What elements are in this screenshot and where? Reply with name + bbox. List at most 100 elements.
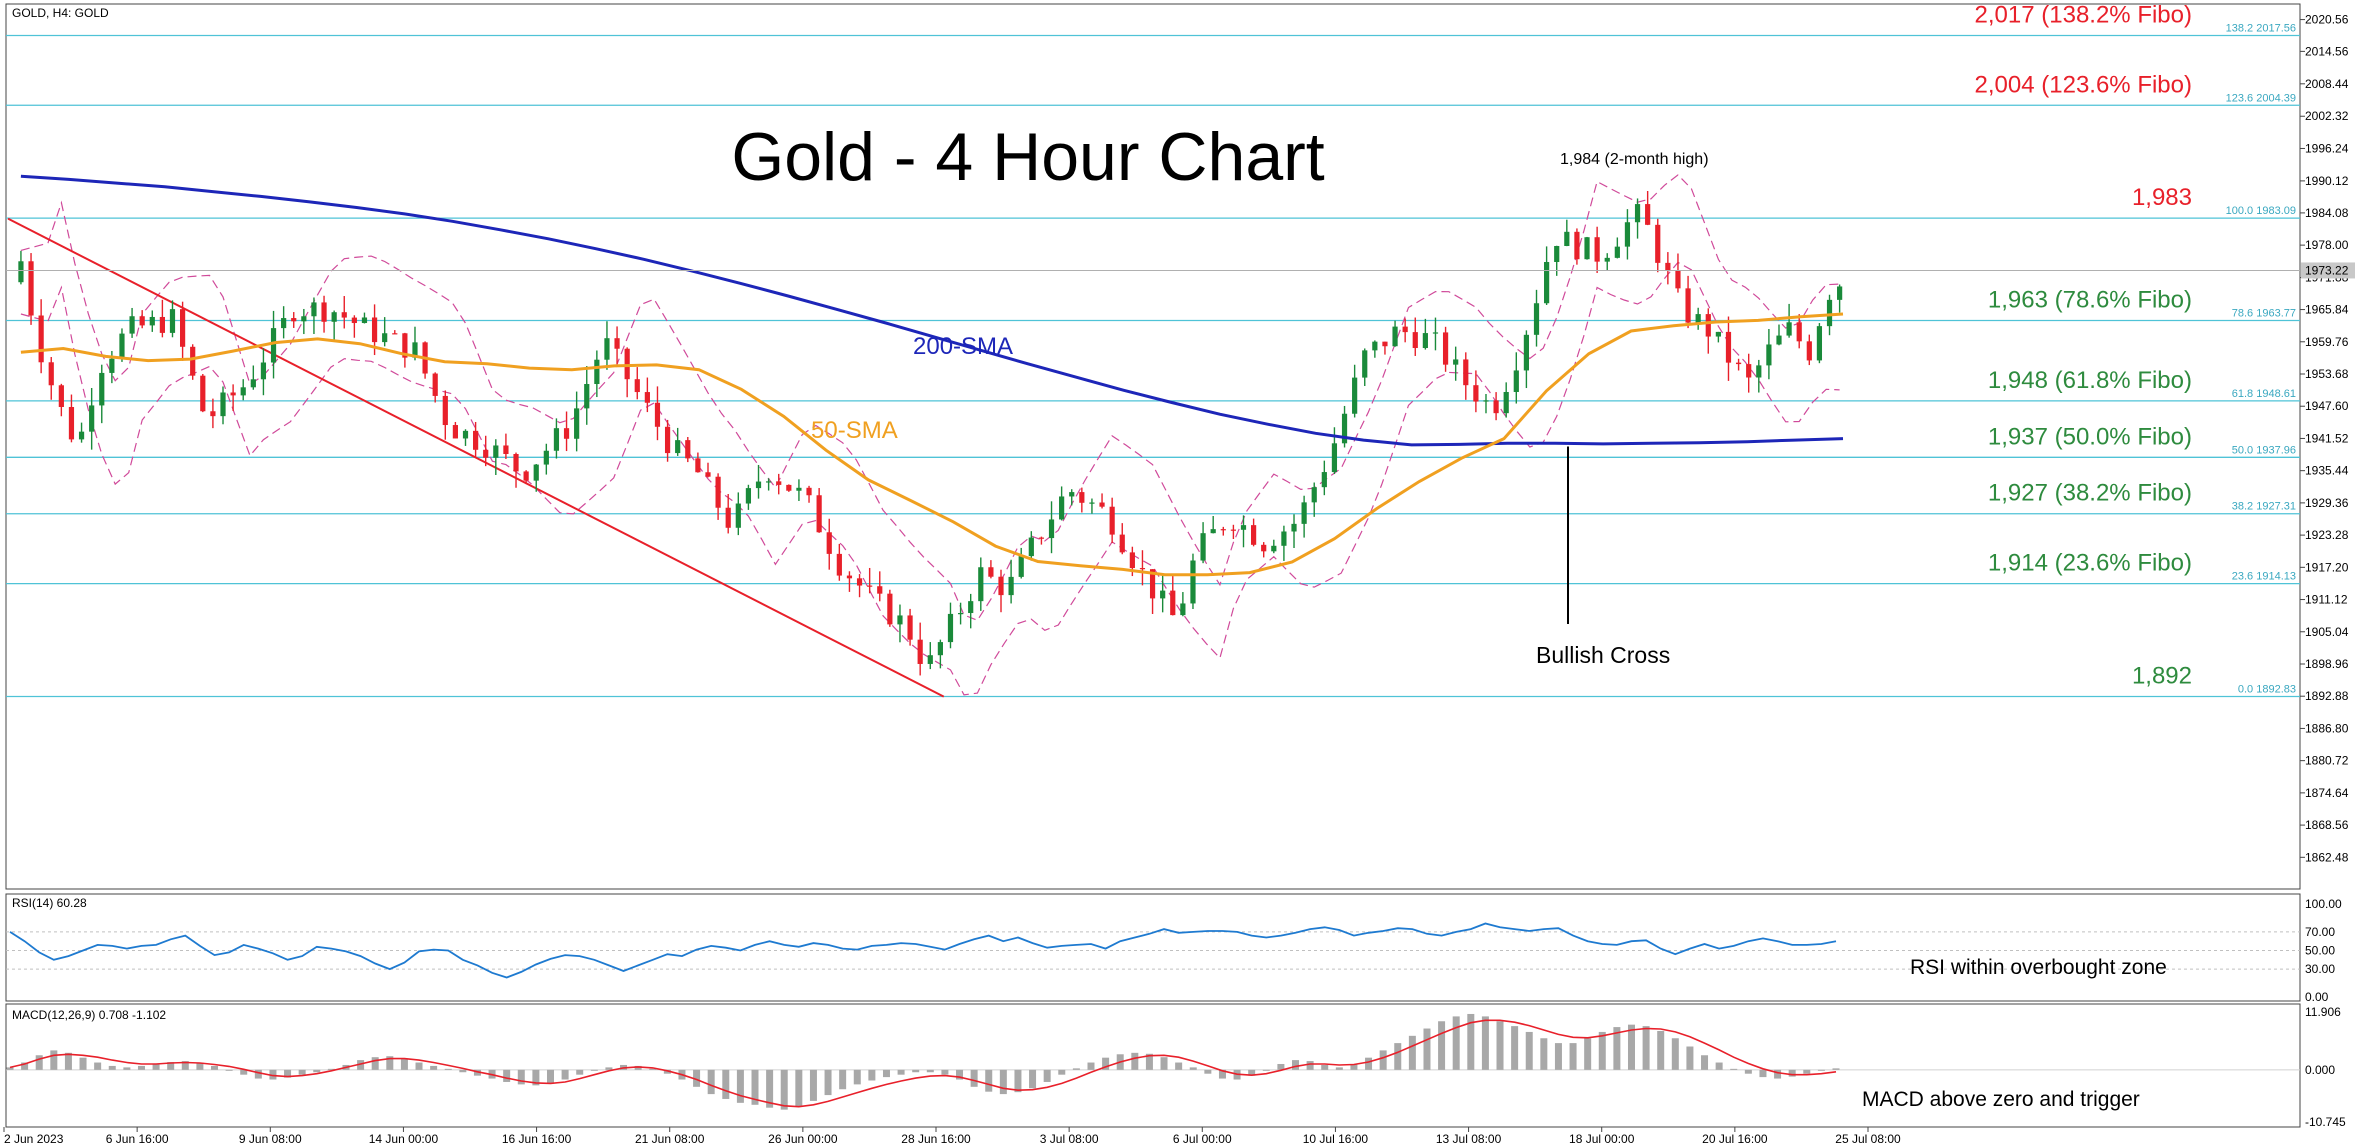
- macd-histogram-bar: [386, 1056, 394, 1070]
- candle-body: [1503, 391, 1509, 414]
- macd-histogram-bar: [561, 1069, 569, 1080]
- candle-body: [240, 387, 246, 396]
- time-tick-label: 9 Jun 08:00: [239, 1132, 302, 1146]
- candle-body: [58, 385, 64, 407]
- macd-histogram-bar: [1540, 1038, 1548, 1070]
- candle-body: [1624, 222, 1631, 247]
- price-tick-label: 1984.08: [2305, 206, 2349, 220]
- fibo-label: 1,937 (50.0% Fibo): [1988, 423, 2192, 450]
- candle-body: [1291, 523, 1297, 532]
- fibo-lines: 138.2 2017.56 2,017 (138.2% Fibo) 123.6 20…: [6, 1, 2300, 698]
- candle-body: [99, 372, 105, 406]
- macd-histogram-bar: [430, 1065, 438, 1070]
- macd-histogram-bar: [137, 1065, 145, 1070]
- candle-body: [311, 302, 317, 317]
- price-pane[interactable]: [5, 3, 2301, 890]
- price-tick-label: 2008.44: [2305, 77, 2349, 91]
- candle-body: [907, 615, 913, 640]
- candle-body: [867, 585, 873, 587]
- candle-body: [1756, 365, 1762, 378]
- rsi-pane[interactable]: [5, 893, 2301, 1002]
- macd-histogram-bar: [663, 1069, 671, 1074]
- candle-body: [432, 373, 438, 396]
- candle-body: [1392, 326, 1398, 347]
- candle-body: [533, 464, 539, 481]
- moving-averages: 200-SMA 50-SMA: [20, 174, 1844, 577]
- candle-body: [1190, 560, 1196, 604]
- macd-histogram-bar: [35, 1055, 43, 1070]
- candle-body: [1210, 529, 1216, 534]
- macd-histogram-bar: [400, 1059, 408, 1070]
- macd-histogram-bar: [999, 1069, 1007, 1095]
- candle-body: [1725, 331, 1732, 363]
- macd-histogram-bar: [298, 1069, 306, 1075]
- fibo-small-label: 50.0 1937.96: [2232, 444, 2296, 456]
- macd-histogram-bar: [1029, 1069, 1037, 1089]
- macd-histogram-bar: [693, 1069, 701, 1087]
- macd-histogram-bar: [64, 1052, 72, 1070]
- candle-body: [1422, 333, 1428, 349]
- macd-histogram-bar: [897, 1069, 905, 1075]
- candle-body: [664, 426, 671, 454]
- candle-body: [1533, 303, 1540, 335]
- candle-body: [1776, 335, 1782, 345]
- candle-body: [392, 333, 398, 335]
- candle-body: [483, 449, 489, 458]
- macd-histogram-bar: [1087, 1062, 1095, 1070]
- macd-histogram-bar: [1525, 1031, 1533, 1070]
- candle-body: [1544, 262, 1550, 304]
- candle-body: [1119, 534, 1125, 553]
- price-tick-label: 1996.24: [2305, 141, 2349, 155]
- bullish-cross-label: Bullish Cross: [1536, 642, 1670, 668]
- candle-body: [1564, 231, 1570, 246]
- macd-histogram-bar: [1277, 1063, 1285, 1070]
- candle-body: [371, 317, 378, 343]
- macd-histogram-bar: [108, 1065, 116, 1070]
- macd-histogram-bar: [1832, 1068, 1840, 1070]
- macd-histogram-bar: [605, 1067, 613, 1070]
- time-tick-label: 25 Jul 08:00: [1835, 1132, 1901, 1146]
- candle-body: [513, 453, 519, 472]
- candle-body: [129, 316, 135, 334]
- rsi-tick-label: 50.00: [2305, 944, 2335, 958]
- macd-histogram-bar: [1569, 1043, 1577, 1070]
- macd-histogram-bar: [634, 1065, 642, 1070]
- macd-histogram-bar: [123, 1067, 131, 1070]
- candle-body: [988, 567, 994, 577]
- candle-body: [1271, 545, 1277, 552]
- macd-histogram-bar: [225, 1069, 233, 1071]
- macd-histogram-bar: [79, 1057, 87, 1070]
- candle-body: [1483, 400, 1489, 402]
- candle-body: [1493, 400, 1499, 414]
- candle-body: [735, 503, 741, 528]
- macd-histogram-bar: [1321, 1064, 1329, 1070]
- macd-histogram-bar: [1014, 1069, 1022, 1093]
- macd-histogram-bar: [254, 1069, 262, 1079]
- candle-body: [776, 481, 782, 485]
- candle-body: [1048, 519, 1055, 539]
- candle-body: [1806, 341, 1812, 361]
- candle-body: [1069, 492, 1075, 497]
- macd-histogram-bar: [240, 1069, 248, 1075]
- candle-body: [947, 613, 954, 643]
- fibo-small-label: 138.2 2017.56: [2226, 22, 2296, 34]
- macd-histogram-bar: [1584, 1038, 1592, 1070]
- candle-body: [1301, 502, 1307, 524]
- candle-body: [28, 261, 34, 316]
- candle-body: [856, 578, 863, 586]
- macd-tick-label: -10.745: [2305, 1115, 2346, 1129]
- macd-histogram-bar: [1438, 1021, 1446, 1070]
- price-tick-label: 2020.56: [2305, 13, 2349, 27]
- candle-body: [1281, 531, 1287, 546]
- macd-histogram-bar: [371, 1057, 379, 1070]
- candle-body: [1604, 257, 1610, 262]
- candle-body: [291, 318, 297, 322]
- macd-histogram-bar: [196, 1062, 204, 1070]
- macd-tick-label: 11.906: [2305, 1005, 2341, 1019]
- macd-histogram-bar: [882, 1069, 890, 1078]
- macd-histogram-bar: [795, 1069, 803, 1107]
- macd-histogram-bar: [839, 1069, 847, 1090]
- macd-histogram-bar: [1043, 1069, 1051, 1082]
- fibo-label: 1,983: [2132, 184, 2192, 211]
- candle-body: [1170, 590, 1176, 616]
